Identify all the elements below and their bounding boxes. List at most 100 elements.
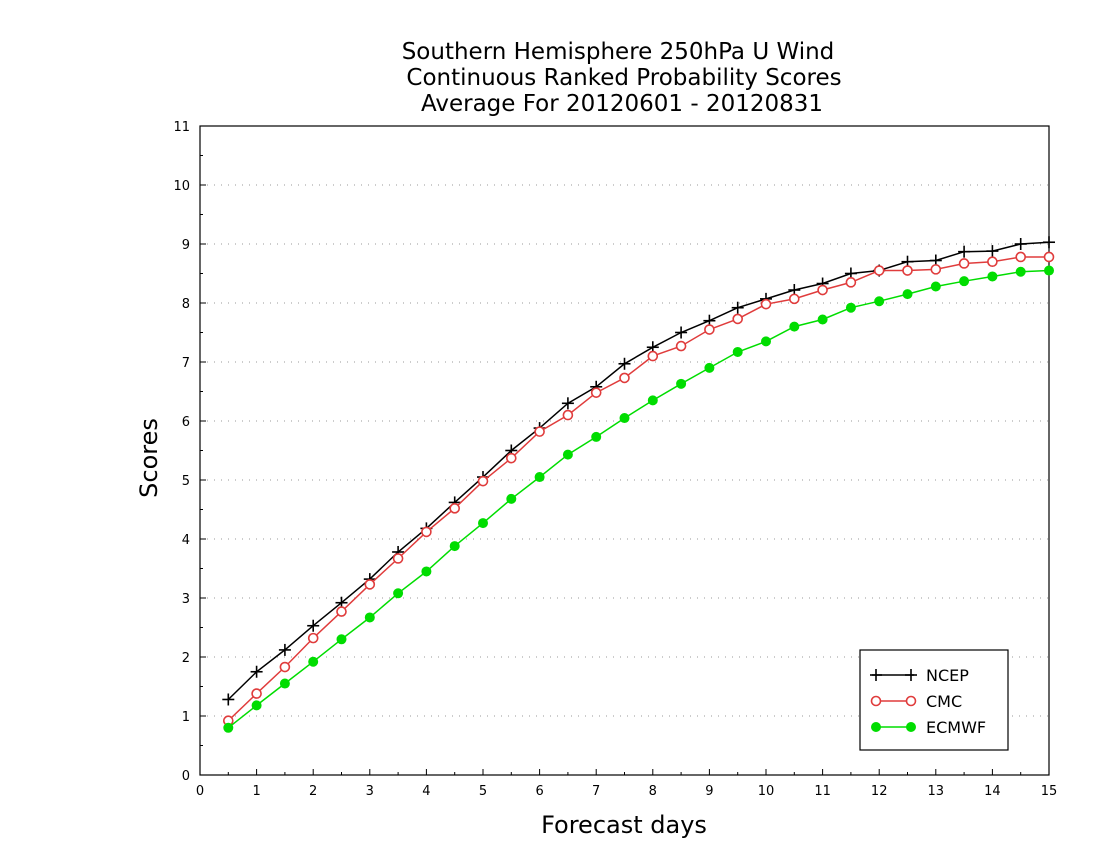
grid-lines <box>200 184 1049 717</box>
data-point-ecmwf <box>930 281 941 292</box>
data-point-cmc <box>675 340 687 352</box>
data-point-cmc <box>477 475 489 487</box>
data-point-ecmwf <box>676 378 687 389</box>
data-point-ecmwf <box>364 612 375 623</box>
data-point-cmc <box>307 632 319 644</box>
x-tick-label: 5 <box>479 784 487 799</box>
data-point-ncep <box>250 665 263 678</box>
data-point-cmc <box>505 452 517 464</box>
data-point-ecmwf <box>449 541 460 552</box>
data-point-cmc <box>392 553 404 564</box>
title-line-1: Southern Hemisphere 250hPa U Wind <box>402 39 835 65</box>
y-tick-label: 2 <box>182 651 190 666</box>
y-tick-label: 9 <box>182 238 190 253</box>
data-point-ecmwf <box>902 289 913 300</box>
data-point-ncep <box>986 245 999 258</box>
data-point-ncep <box>1014 238 1027 250</box>
data-point-cmc <box>760 298 772 310</box>
x-tick-label: 0 <box>196 784 204 799</box>
data-point-cmc <box>704 324 715 335</box>
x-tick-label: 6 <box>535 784 543 799</box>
data-point-cmc <box>873 265 885 276</box>
y-tick-label: 11 <box>173 120 190 135</box>
x-tick-label: 9 <box>705 784 713 799</box>
data-point-ecmwf <box>279 678 290 689</box>
data-point-cmc <box>619 372 630 384</box>
series-lines <box>222 236 1055 733</box>
x-tick-label: 2 <box>309 784 317 799</box>
x-tick-label: 14 <box>984 784 1001 799</box>
data-point-ecmwf <box>506 493 517 504</box>
data-point-ecmwf <box>732 346 743 357</box>
data-point-cmc <box>930 264 942 275</box>
data-point-cmc <box>562 409 574 421</box>
data-point-ncep <box>675 326 688 339</box>
data-point-ecmwf <box>761 336 771 347</box>
y-tick-label: 10 <box>173 179 190 194</box>
data-point-cmc <box>987 256 998 268</box>
chart-title: Southern Hemisphere 250hPa U Wind Contin… <box>402 39 842 117</box>
legend-label-cmc: CMC <box>926 692 962 711</box>
legend-marker-cmc <box>905 695 917 707</box>
data-point-ecmwf <box>647 395 658 406</box>
data-point-cmc <box>534 426 545 437</box>
x-tick-label: 10 <box>758 784 775 799</box>
y-tick-label: 5 <box>182 474 190 489</box>
title-line-2: Continuous Ranked Probability Scores <box>406 65 841 91</box>
legend-marker-cmc <box>870 695 882 707</box>
data-point-ncep <box>1043 236 1055 249</box>
data-point-ncep <box>278 643 291 656</box>
legend: NCEP CMC ECMWF <box>859 649 1009 751</box>
data-point-ecmwf <box>789 321 800 332</box>
data-point-ecmwf <box>959 276 970 287</box>
data-point-ncep <box>307 619 320 632</box>
data-point-ncep <box>222 693 235 706</box>
data-point-ecmwf <box>817 314 828 325</box>
y-axis-ticks: 0 1 2 3 4 5 6 7 8 9 10 11 <box>173 120 206 784</box>
y-tick-label: 7 <box>182 356 190 371</box>
data-point-cmc <box>1043 251 1055 263</box>
legend-label-ecmwf: ECMWF <box>926 718 986 737</box>
data-point-ecmwf <box>987 271 998 282</box>
y-tick-label: 6 <box>182 415 190 430</box>
data-point-ecmwf <box>336 634 347 645</box>
y-tick-label: 3 <box>182 592 190 607</box>
data-point-ncep <box>958 245 971 258</box>
data-point-ecmwf <box>619 413 630 424</box>
data-point-ecmwf <box>845 302 856 313</box>
series-ecmwf <box>223 265 1054 733</box>
data-point-ecmwf <box>874 296 885 307</box>
data-point-cmc <box>732 313 744 325</box>
data-point-ecmwf <box>1044 265 1054 276</box>
series-cmc <box>223 251 1055 727</box>
data-point-ecmwf <box>251 700 262 711</box>
data-point-cmc <box>421 526 432 538</box>
x-tick-label: 12 <box>871 784 888 799</box>
data-point-ncep <box>618 357 631 370</box>
data-point-cmc <box>279 661 291 673</box>
data-point-ncep <box>561 397 574 410</box>
y-tick-label: 1 <box>182 710 190 725</box>
data-point-cmc <box>817 284 828 296</box>
data-point-ecmwf <box>704 362 715 373</box>
data-point-cmc <box>251 688 262 699</box>
data-point-cmc <box>590 387 602 398</box>
x-tick-label: 1 <box>252 784 260 799</box>
y-axis-title: Scores <box>135 418 163 498</box>
x-axis-title: Forecast days <box>541 811 707 839</box>
x-tick-label: 3 <box>366 784 374 799</box>
legend-marker-ncep <box>905 669 917 681</box>
y-tick-label: 4 <box>182 533 190 548</box>
data-point-ecmwf <box>393 588 404 599</box>
x-tick-label: 7 <box>592 784 600 799</box>
data-point-cmc <box>449 503 461 514</box>
data-point-cmc <box>1015 251 1027 263</box>
data-point-ecmwf <box>421 566 432 577</box>
title-line-3: Average For 20120601 - 20120831 <box>421 91 823 117</box>
legend-marker-ecmwf <box>871 722 881 732</box>
data-point-cmc <box>364 579 376 590</box>
data-point-cmc <box>336 606 347 617</box>
y-tick-label: 0 <box>182 769 190 784</box>
legend-box <box>859 649 1009 751</box>
